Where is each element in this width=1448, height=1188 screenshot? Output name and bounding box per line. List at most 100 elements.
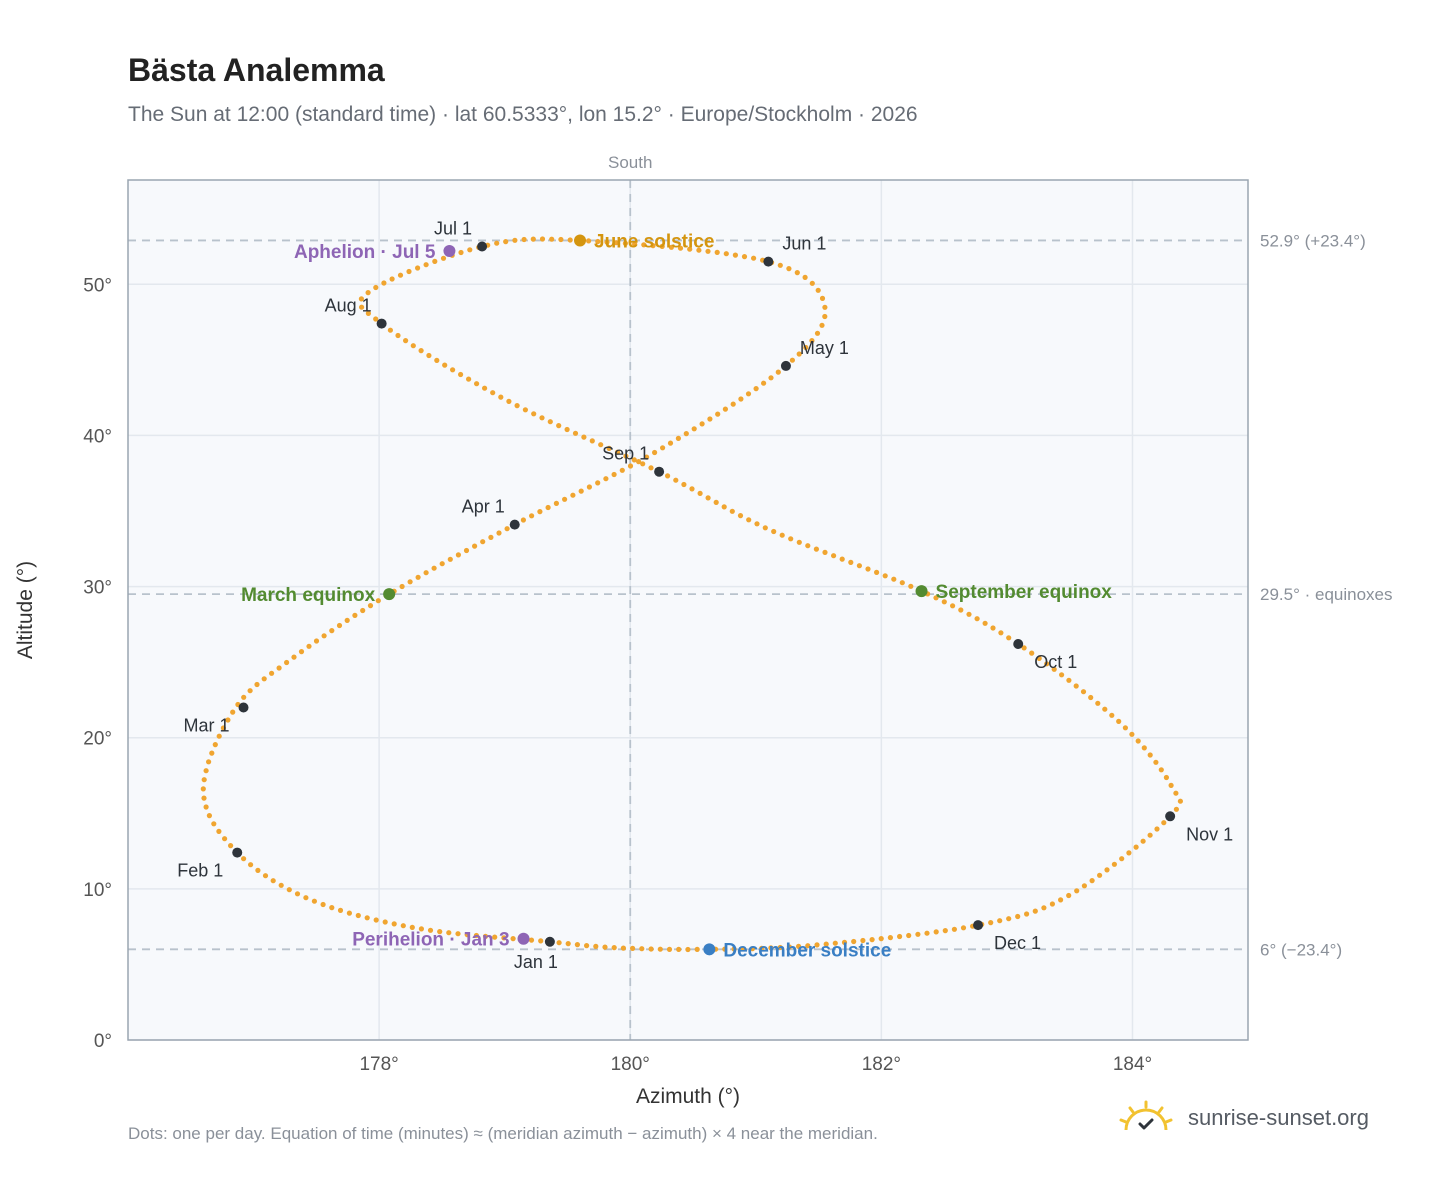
- daily-sun-dot: [455, 552, 461, 558]
- daily-sun-dot: [660, 445, 666, 451]
- daily-sun-dot: [578, 488, 584, 494]
- daily-sun-dot: [375, 598, 381, 604]
- daily-sun-dot: [611, 471, 617, 478]
- daily-sun-dot: [206, 813, 212, 819]
- daily-sun-dot: [514, 403, 520, 409]
- daily-sun-dot: [622, 240, 629, 246]
- daily-sun-dot: [822, 313, 828, 320]
- daily-sun-dot: [809, 280, 815, 286]
- daily-sun-dot: [488, 534, 494, 541]
- daily-sun-dot: [248, 862, 254, 868]
- altitude-reference-label: 29.5° · equinoxes: [1260, 585, 1393, 604]
- daily-sun-dot: [665, 473, 671, 479]
- daily-sun-dot: [230, 709, 236, 715]
- daily-sun-dot: [364, 915, 370, 921]
- daily-sun-dot: [746, 517, 752, 523]
- daily-sun-dot: [565, 941, 571, 947]
- daily-sun-dot: [786, 944, 793, 950]
- daily-sun-dot: [809, 338, 815, 344]
- daily-sun-dot: [1029, 650, 1035, 656]
- y-tick-label: 0°: [94, 1031, 112, 1052]
- daily-sun-dot: [434, 357, 440, 363]
- daily-sun-dot: [574, 942, 581, 948]
- daily-sun-dot: [395, 332, 401, 339]
- daily-sun-dot: [753, 386, 759, 392]
- event-marker-label: Aphelion · Jul 5: [294, 242, 436, 263]
- daily-sun-dot: [241, 856, 247, 862]
- daily-sun-dot: [458, 371, 464, 378]
- daily-sun-dot: [933, 929, 939, 935]
- daily-sun-dot: [360, 607, 366, 614]
- event-marker-dot: [703, 943, 716, 956]
- daily-sun-dot: [201, 777, 207, 783]
- daily-sun-dot: [924, 930, 930, 936]
- month-marker-label: Sep 1: [602, 444, 649, 464]
- month-marker-dot: [780, 360, 791, 371]
- daily-sun-dot: [685, 946, 691, 953]
- daily-sun-dot: [313, 638, 320, 644]
- daily-sun-dot: [620, 945, 627, 951]
- daily-sun-dot: [1049, 901, 1055, 907]
- daily-sun-dot: [689, 486, 695, 492]
- daily-sun-dot: [1066, 677, 1072, 683]
- daily-sun-dot: [673, 477, 679, 483]
- daily-sun-dot: [498, 394, 504, 400]
- daily-sun-dot: [738, 396, 744, 402]
- daily-sun-dot: [1088, 694, 1094, 701]
- daily-sun-dot: [520, 517, 527, 523]
- daily-sun-dot: [623, 453, 629, 459]
- daily-sun-dot: [222, 836, 228, 842]
- daily-sun-dot: [951, 926, 958, 932]
- daily-sun-dot: [1066, 892, 1072, 899]
- daily-sun-dot: [788, 536, 794, 542]
- daily-sun-dot: [203, 804, 209, 810]
- daily-sun-dot: [270, 878, 276, 884]
- daily-sun-dot: [683, 431, 689, 437]
- event-marker-label: March equinox: [241, 585, 376, 606]
- month-marker-label: Jan 1: [514, 952, 558, 972]
- daily-sun-dot: [225, 717, 231, 723]
- daily-sun-dot: [631, 457, 637, 463]
- daily-sun-dot: [613, 240, 619, 246]
- daily-sun-dot: [382, 919, 388, 925]
- daily-sun-dot: [431, 565, 437, 571]
- daily-sun-dot: [1058, 897, 1064, 903]
- daily-sun-dot: [775, 369, 781, 375]
- daily-sun-dot: [667, 440, 674, 446]
- month-marker-label: Nov 1: [1186, 824, 1233, 844]
- daily-sun-dot: [933, 595, 939, 601]
- daily-sun-dot: [1141, 745, 1147, 751]
- month-marker-label: May 1: [800, 338, 849, 358]
- daily-sun-dot: [1163, 774, 1169, 781]
- month-marker-dot: [763, 256, 774, 267]
- daily-sun-dot: [988, 920, 994, 926]
- daily-sun-dot: [675, 435, 682, 441]
- y-tick-label: 20°: [83, 729, 112, 750]
- daily-sun-dot: [359, 304, 365, 310]
- daily-sun-dot: [803, 344, 809, 351]
- event-marker-dot: [383, 588, 396, 601]
- daily-sun-dot: [329, 905, 335, 911]
- daily-sun-dot: [749, 946, 756, 952]
- x-tick-label: 184°: [1113, 1054, 1152, 1075]
- daily-sun-dot: [278, 882, 284, 888]
- daily-sun-dot: [276, 665, 282, 671]
- daily-sun-dot: [426, 352, 432, 359]
- daily-sun-dot: [650, 243, 656, 249]
- event-marker-dot: [915, 585, 928, 598]
- daily-sun-dot: [814, 330, 821, 336]
- month-marker-dot: [509, 519, 520, 530]
- daily-sun-dot: [697, 490, 703, 496]
- daily-sun-dot: [666, 946, 673, 953]
- daily-sun-dot: [506, 398, 512, 404]
- daily-sun-dot: [545, 504, 551, 511]
- daily-sun-dot: [822, 304, 828, 310]
- x-tick-label: 178°: [359, 1054, 398, 1075]
- axis-ticks: 178° 180° 182° 184° 0° 10° 20° 30° 40° 50°: [83, 275, 1152, 1075]
- brand-name: sunrise-sunset.org: [1188, 1105, 1369, 1130]
- daily-sun-dot: [346, 910, 352, 916]
- brand[interactable]: sunrise-sunset.org: [1118, 1100, 1369, 1136]
- daily-sun-dot: [691, 426, 697, 432]
- daily-sun-dot: [789, 357, 796, 363]
